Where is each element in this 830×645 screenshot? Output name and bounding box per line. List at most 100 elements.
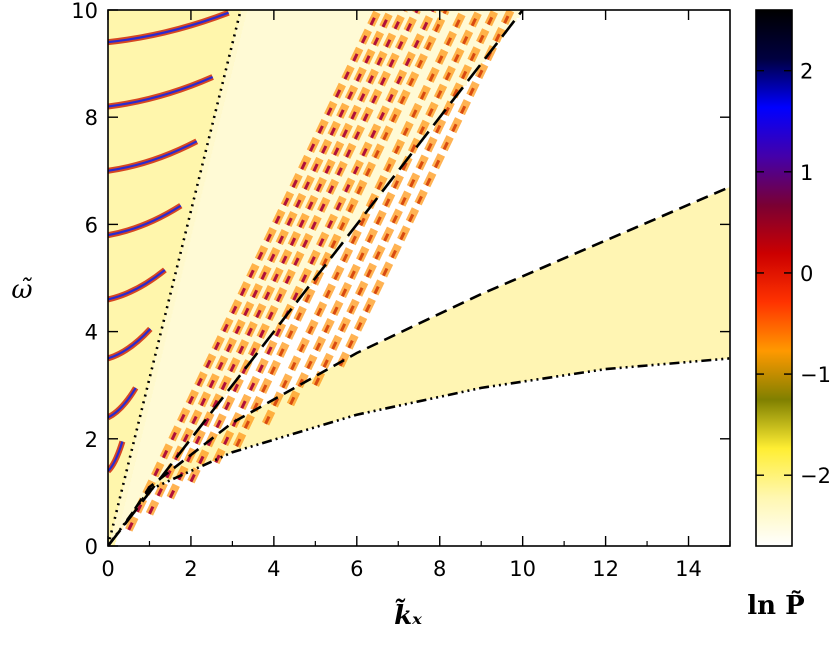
heatmap-band <box>108 194 202 198</box>
heatmap-band <box>108 190 203 194</box>
y-tick-label: 8 <box>85 106 98 130</box>
heatmap-band <box>136 430 198 434</box>
heatmap-band <box>108 514 123 518</box>
heatmap-band <box>108 22 244 26</box>
heatmap-band <box>108 314 172 318</box>
heatmap-band <box>159 338 269 342</box>
heatmap-band <box>108 118 221 122</box>
heatmap-band <box>108 478 132 482</box>
heatmap-band <box>124 478 161 482</box>
heatmap-band <box>108 246 189 250</box>
heatmap-band <box>108 426 144 430</box>
heatmap-band <box>126 470 167 474</box>
heatmap-band <box>108 102 225 106</box>
heatmap-band <box>166 310 291 314</box>
heatmap-band <box>108 362 160 366</box>
heatmap-band <box>108 134 217 138</box>
colorbar-tick-label: 1 <box>800 161 813 185</box>
ridge-diagonal <box>166 10 408 500</box>
heatmap-band <box>214 114 443 118</box>
heatmap-band <box>132 446 186 450</box>
colorbar <box>755 9 793 547</box>
heatmap-band <box>108 326 169 330</box>
x-tick-label: 0 <box>101 557 114 581</box>
heatmap-band <box>160 334 273 338</box>
heatmap-band <box>201 170 399 174</box>
heatmap-band <box>108 186 730 546</box>
heatmap-band <box>108 470 134 474</box>
heatmap-band <box>149 378 238 382</box>
heatmap-band <box>144 398 223 402</box>
y-tick-label: 2 <box>85 428 98 452</box>
heatmap-band <box>164 318 285 322</box>
heatmap-band <box>108 62 235 66</box>
heatmap-band <box>161 330 276 334</box>
heatmap-band <box>108 178 206 182</box>
y-axis: 0 2 4 6 8 10 <box>71 0 730 559</box>
heatmap-band <box>108 210 198 214</box>
curve-long-dashed <box>108 10 524 546</box>
heatmap-band <box>108 98 226 102</box>
heatmap-band <box>112 526 124 530</box>
x-axis-label: k̃ₓ <box>394 598 422 631</box>
plot-frame <box>107 9 731 547</box>
heatmap-band <box>108 498 127 502</box>
heatmap-band <box>108 146 214 150</box>
heatmap-band <box>139 418 208 422</box>
heatmap-band <box>146 390 229 394</box>
heatmap-band <box>140 414 211 418</box>
heatmap-band <box>108 258 186 262</box>
heatmap-band <box>231 46 495 50</box>
heatmap-band <box>133 442 189 446</box>
ridge-diagonal-core <box>264 10 466 425</box>
ridge-arc-core <box>108 204 182 237</box>
heatmap-band <box>108 322 170 326</box>
heatmap-band <box>108 170 208 174</box>
heatmap-band <box>117 506 139 510</box>
heatmap-band <box>206 150 415 154</box>
heatmap-band <box>108 82 230 86</box>
heatmap-band <box>108 162 210 166</box>
heatmap-band <box>108 422 145 426</box>
heatmap-band <box>108 302 175 306</box>
colorbar-tick-label: 2 <box>800 60 813 84</box>
heatmap-band <box>108 242 190 246</box>
x-tick-label: 4 <box>267 557 280 581</box>
ridge-arc-core <box>108 140 198 172</box>
heatmap-band <box>108 150 213 154</box>
heatmap-band <box>165 314 288 318</box>
heatmap-band <box>213 118 440 122</box>
heatmap-band <box>108 318 171 322</box>
heatmap-band <box>108 494 128 498</box>
heatmap-band <box>108 206 199 210</box>
heatmap-band <box>205 154 412 158</box>
heatmap-band <box>108 502 126 506</box>
heatmap-band <box>128 462 173 466</box>
heatmap-band <box>240 10 523 14</box>
heatmap-band <box>108 354 162 358</box>
heatmap-band <box>108 270 183 274</box>
heatmap-band <box>108 202 200 206</box>
heatmap-band <box>209 134 427 138</box>
heatmap-band <box>108 86 229 90</box>
heatmap-band <box>143 402 220 406</box>
heatmap-band <box>174 278 316 282</box>
heatmap <box>108 10 730 546</box>
heatmap-band <box>108 462 136 466</box>
ridge-diagonal-core <box>235 10 448 447</box>
heatmap-band <box>138 422 204 426</box>
heatmap-band <box>141 410 214 414</box>
x-tick-label: 2 <box>184 557 197 581</box>
curve-dashed <box>123 185 730 526</box>
heatmap-band <box>108 410 148 414</box>
heatmap-band <box>108 402 150 406</box>
heatmap-band <box>129 458 177 462</box>
heatmap-band <box>108 330 168 334</box>
heatmap-band <box>108 334 167 338</box>
heatmap-band <box>158 342 266 346</box>
ridge-diagonal-core <box>289 10 482 406</box>
heatmap-band <box>118 502 143 506</box>
heatmap-band <box>148 382 235 386</box>
model-curves <box>108 10 730 546</box>
